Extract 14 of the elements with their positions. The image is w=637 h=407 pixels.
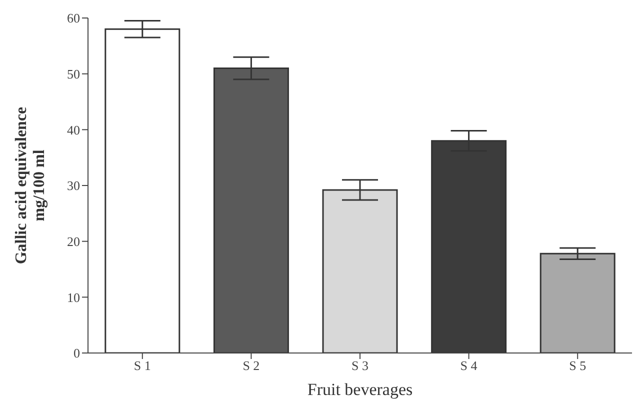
y-tick-label: 60 — [67, 10, 80, 26]
x-tick-label: S 3 — [352, 358, 368, 374]
x-tick-label: S 2 — [242, 358, 260, 374]
x-tick-label: S 5 — [569, 358, 586, 374]
y-tick-label: 10 — [67, 290, 80, 305]
y-tick-label: 0 — [74, 346, 80, 361]
y-axis-title: Gallic acid equivalence mg/100 ml — [13, 106, 48, 264]
y-tick-label: 40 — [67, 122, 80, 138]
x-tick-label: S 4 — [460, 358, 478, 374]
y-tick-label: 50 — [67, 66, 80, 82]
y-tick-label: 20 — [67, 234, 80, 249]
y-tick-label: 30 — [67, 178, 80, 194]
x-tick-label: S 1 — [134, 358, 151, 374]
x-axis-title: Fruit beverages — [307, 380, 413, 399]
